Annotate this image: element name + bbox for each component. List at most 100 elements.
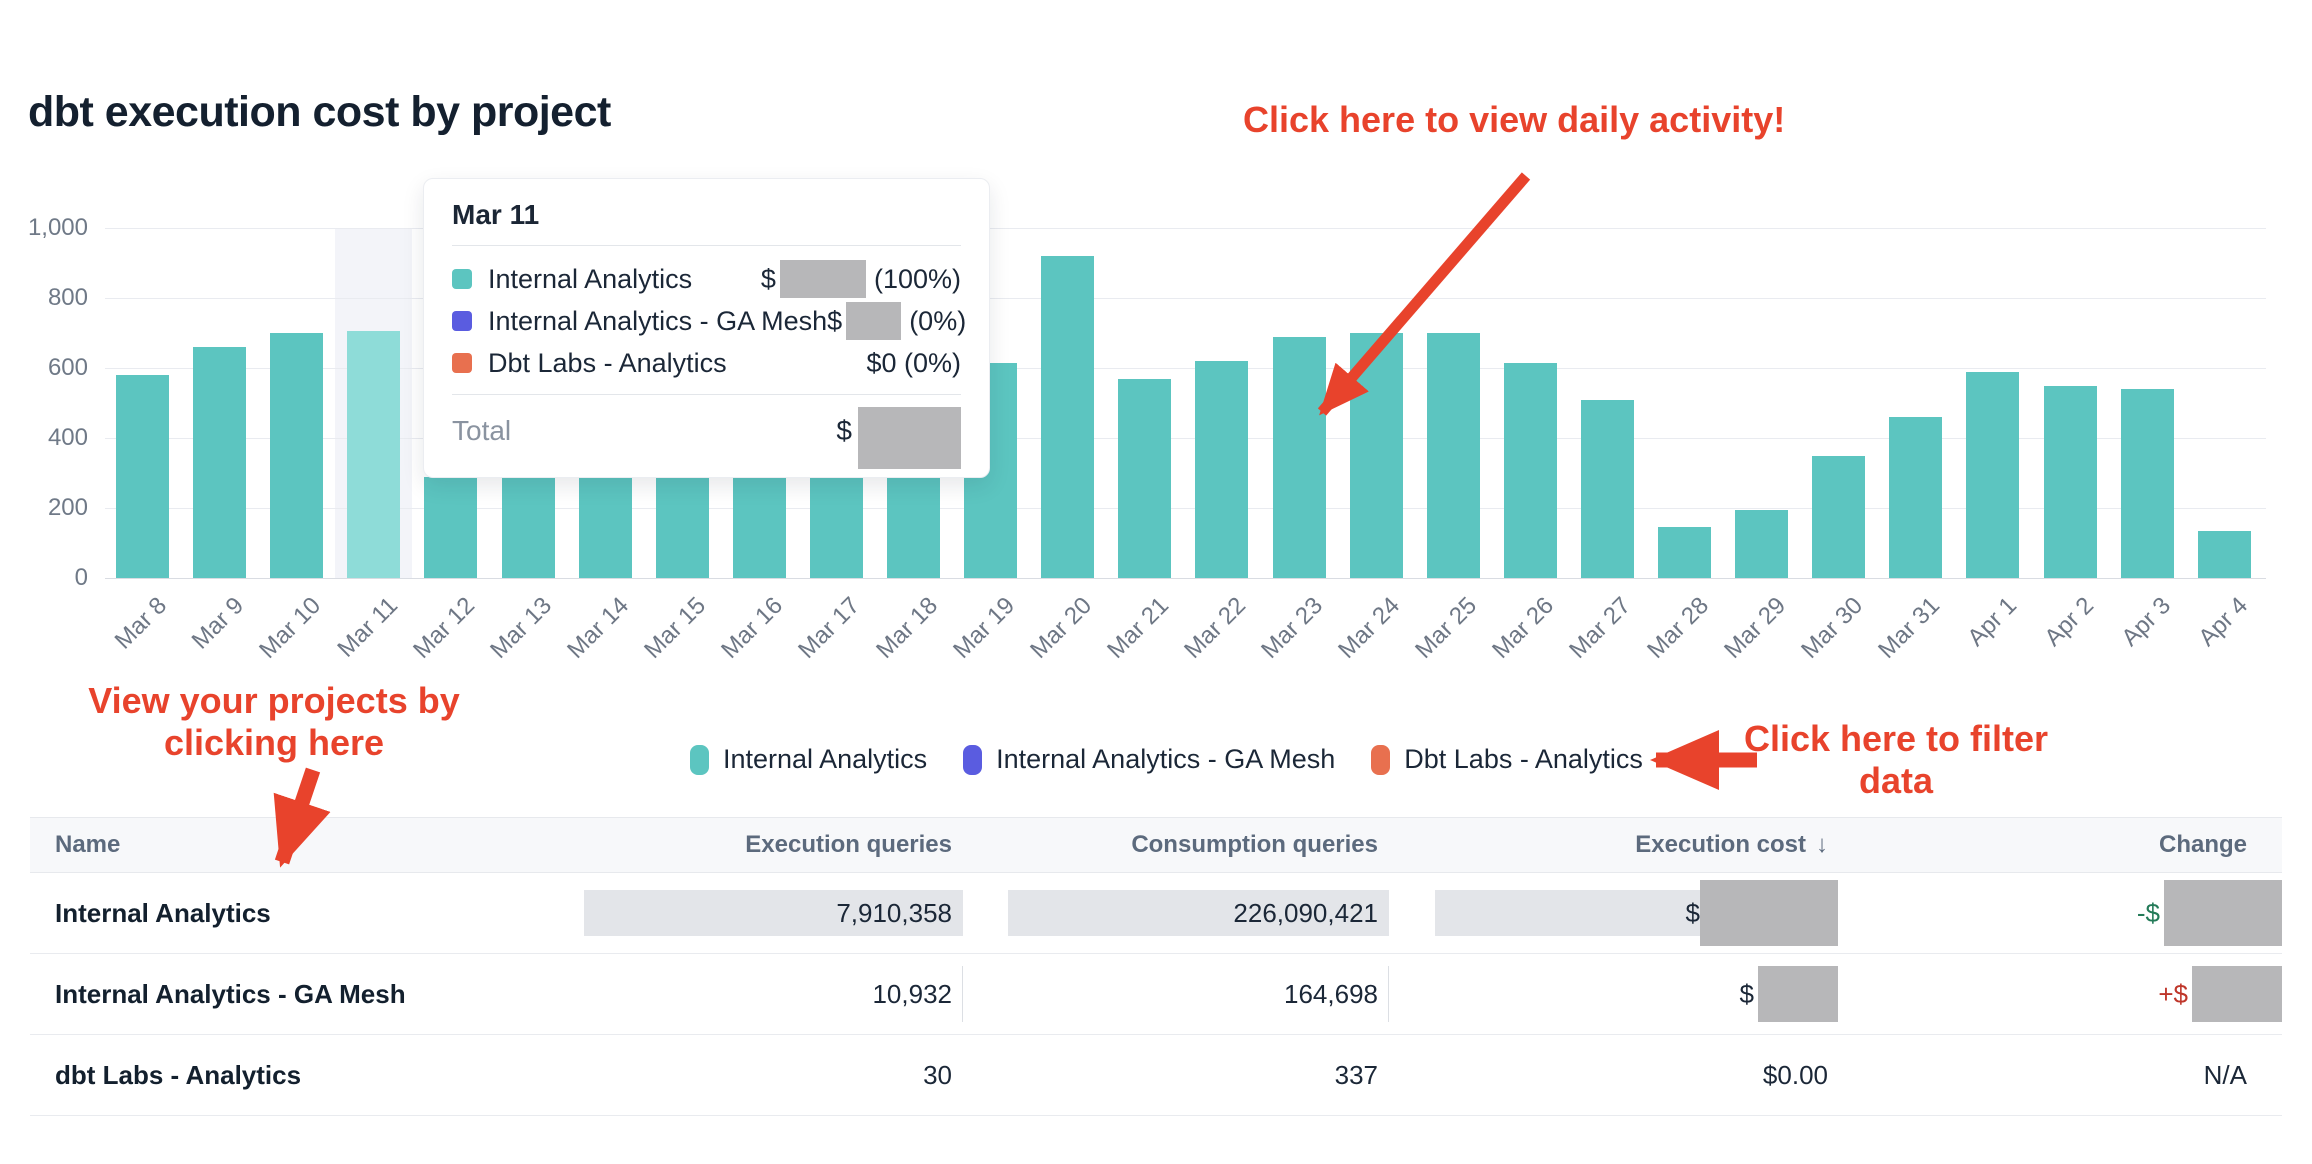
column-divider xyxy=(1388,966,1389,1022)
divider xyxy=(452,245,961,246)
page-title: dbt execution cost by project xyxy=(28,88,611,136)
bar-apr-1[interactable] xyxy=(1966,371,2020,578)
bar-mar-29[interactable] xyxy=(1735,509,1789,578)
column-header-change[interactable]: Change xyxy=(2158,831,2247,858)
redacted-value xyxy=(2164,880,2282,946)
bar-mar-15[interactable] xyxy=(655,476,709,578)
bar-mar-24[interactable] xyxy=(1349,333,1403,578)
x-axis-tick-label: Mar 26 xyxy=(1487,592,1560,664)
x-axis-tick-label: Mar 14 xyxy=(562,592,635,664)
execution-cost-bar-chart: 1,000 800 600 400 200 0 Mar 8 Mar 9 Mar 10 Mar 11… xyxy=(27,214,2266,664)
bar-mar-31[interactable] xyxy=(1889,417,1943,578)
x-axis-tick-label: Mar 19 xyxy=(947,592,1020,664)
x-axis-tick-label: Mar 25 xyxy=(1410,592,1483,664)
bar-mar-26[interactable] xyxy=(1503,362,1557,578)
redacted-total xyxy=(858,407,961,469)
projects-table: Name Execution queries Consumption queri… xyxy=(30,817,2282,1116)
bar-mar-25[interactable] xyxy=(1426,333,1480,578)
bar-apr-4[interactable] xyxy=(2197,530,2251,578)
tooltip-row-ga-mesh: Internal Analytics - GA Mesh $ (0%) xyxy=(452,300,966,342)
bar-apr-2[interactable] xyxy=(2043,385,2097,578)
legend-swatch-indigo xyxy=(963,744,983,775)
bar-mar-21[interactable] xyxy=(1118,378,1172,578)
x-axis-tick-label: Mar 29 xyxy=(1718,592,1791,664)
x-axis-tick-label: Mar 12 xyxy=(408,592,480,664)
tooltip-row-internal-analytics: Internal Analytics $ (100%) xyxy=(452,258,961,300)
highlighted-cell: 7,910,358 xyxy=(584,890,963,936)
table-row-internal-analytics: Internal Analytics 7,910,358 226,090,421… xyxy=(30,873,2282,954)
bar-mar-20[interactable] xyxy=(1041,256,1095,578)
y-axis-tick-label: 200 xyxy=(47,494,88,521)
legend-item-ga-mesh[interactable]: Internal Analytics - GA Mesh xyxy=(963,744,1335,775)
bar-mar-12[interactable] xyxy=(424,476,478,578)
x-axis-tick-label: Mar 23 xyxy=(1256,592,1329,664)
chart-tooltip: Mar 11 Internal Analytics $ (100%) Inter… xyxy=(423,178,990,478)
bar-mar-23[interactable] xyxy=(1272,336,1326,578)
redacted-value xyxy=(846,302,902,340)
legend-item-internal-analytics[interactable]: Internal Analytics xyxy=(690,744,927,775)
tooltip-date: Mar 11 xyxy=(452,199,540,230)
project-name-link[interactable]: Internal Analytics - GA Mesh xyxy=(55,978,406,1009)
project-name-link[interactable]: Internal Analytics xyxy=(55,897,271,928)
x-axis-tick-label: Mar 28 xyxy=(1641,592,1714,664)
change-negative: -$ xyxy=(2136,897,2160,928)
chart-legend: Internal Analytics Internal Analytics - … xyxy=(690,744,1643,775)
column-header-consumption-queries[interactable]: Consumption queries xyxy=(1131,831,1378,858)
column-header-execution-queries[interactable]: Execution queries xyxy=(745,831,952,858)
column-header-execution-cost[interactable]: Execution cost ↓ xyxy=(1635,831,1828,858)
bar-mar-30[interactable] xyxy=(1812,455,1866,578)
x-axis-tick-label: Apr 4 xyxy=(2193,592,2254,652)
bar-apr-3[interactable] xyxy=(2120,389,2174,578)
bar-mar-14[interactable] xyxy=(578,476,632,578)
x-axis-tick-label: Mar 24 xyxy=(1333,592,1406,664)
bar-mar-8[interactable] xyxy=(116,375,169,578)
x-axis-tick-label: Mar 22 xyxy=(1179,592,1251,664)
redacted-value xyxy=(779,260,866,298)
table-row-dbt-labs: dbt Labs - Analytics 30 337 $0.00 N/A xyxy=(30,1035,2282,1116)
bar-mar-10[interactable] xyxy=(270,333,324,578)
gridline xyxy=(105,578,2266,579)
bar-mar-28[interactable] xyxy=(1658,527,1711,578)
gridline xyxy=(105,368,2266,369)
annotation-daily-activity: Click here to view daily activity! xyxy=(1243,99,1786,140)
x-axis-tick-label: Mar 30 xyxy=(1795,592,1868,664)
gridline xyxy=(105,438,2266,439)
bar-mar-9[interactable] xyxy=(193,347,247,578)
x-axis-tick-label: Mar 20 xyxy=(1024,592,1097,664)
x-axis-tick-label: Mar 13 xyxy=(485,592,558,664)
legend-swatch-orange xyxy=(1371,744,1391,775)
bar-mar-11[interactable] xyxy=(347,331,401,578)
legend-swatch-teal xyxy=(690,744,709,775)
redacted-value xyxy=(1700,880,1838,946)
bar-mar-18[interactable] xyxy=(887,476,940,578)
y-axis-tick-label: 1,000 xyxy=(27,214,88,241)
gridline xyxy=(105,508,2266,509)
x-axis-tick-label: Apr 2 xyxy=(2039,592,2100,652)
bar-mar-13[interactable] xyxy=(501,476,555,578)
x-axis-tick-label: Mar 16 xyxy=(716,592,789,664)
highlighted-cell: 226,090,421 xyxy=(1008,890,1389,936)
bar-mar-22[interactable] xyxy=(1195,361,1249,578)
column-divider xyxy=(962,966,963,1022)
change-positive: +$ xyxy=(2158,978,2188,1009)
legend-item-dbt-labs[interactable]: Dbt Labs - Analytics xyxy=(1371,744,1643,775)
redacted-value xyxy=(2192,966,2282,1022)
tooltip-row-dbt-labs: Dbt Labs - Analytics $0 (0%) xyxy=(452,342,961,384)
bar-mar-16[interactable] xyxy=(732,476,786,578)
project-name-link[interactable]: dbt Labs - Analytics xyxy=(55,1059,302,1090)
x-axis-tick-label: Apr 1 xyxy=(1962,592,2022,652)
gridline xyxy=(105,298,2266,299)
x-axis-tick-label: Mar 27 xyxy=(1564,592,1637,664)
x-axis-tick-label: Mar 31 xyxy=(1872,592,1945,664)
x-axis-tick-label: Mar 9 xyxy=(186,592,249,655)
bar-mar-17[interactable] xyxy=(809,476,863,578)
table-header: Name Execution queries Consumption queri… xyxy=(30,817,2282,873)
column-header-name[interactable]: Name xyxy=(55,831,121,858)
bar-mar-27[interactable] xyxy=(1580,399,1634,578)
x-axis-tick-label: Mar 10 xyxy=(253,592,326,664)
highlighted-cell: $ xyxy=(1435,880,1838,946)
y-axis-tick-label: 600 xyxy=(47,354,88,381)
x-axis-tick-label: Mar 21 xyxy=(1101,592,1174,664)
x-axis-tick-label: Apr 3 xyxy=(2116,592,2177,652)
